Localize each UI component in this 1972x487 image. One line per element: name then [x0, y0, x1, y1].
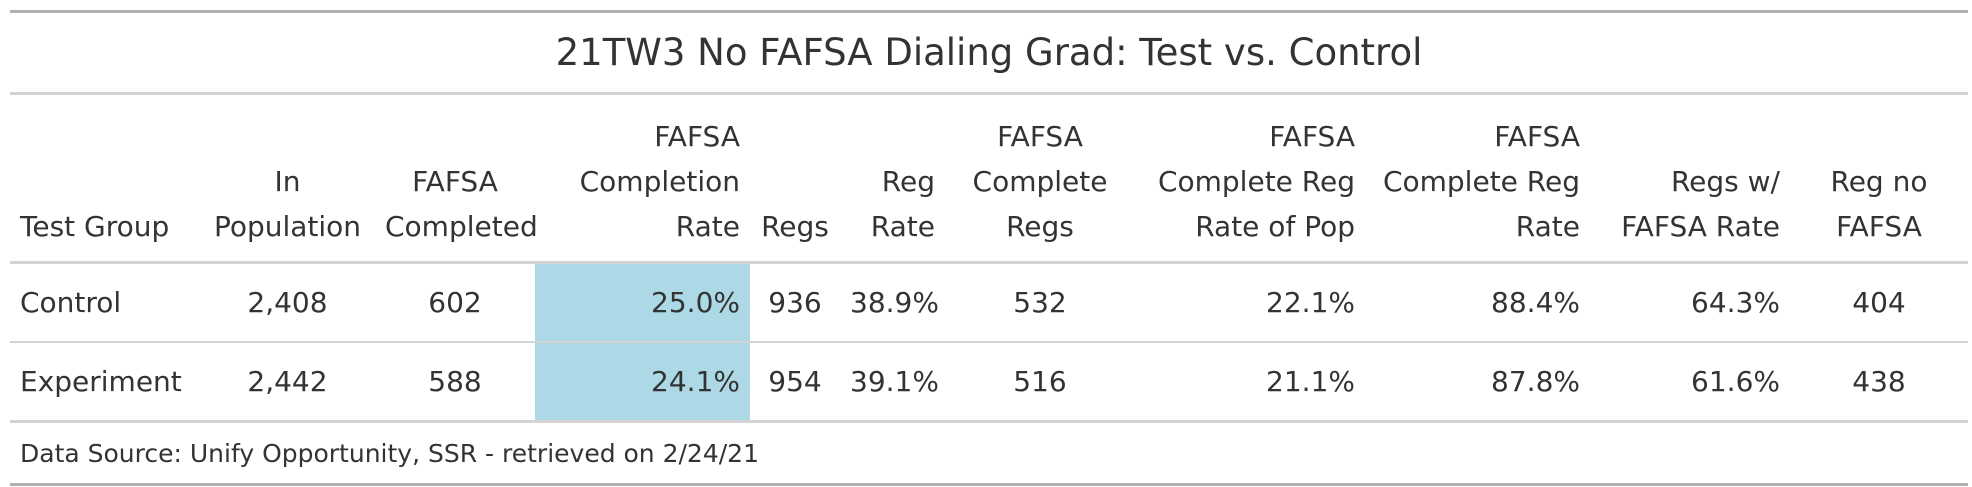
cell-reg-rate: 38.9% [840, 262, 945, 343]
report-table-container: 21TW3 No FAFSA Dialing Grad: Test vs. Co… [10, 10, 1968, 486]
cell-regs-with-fafsa-rate: 61.6% [1590, 342, 1790, 423]
col-header-reg-no-fafsa: Reg no FAFSA [1790, 93, 1968, 264]
table-row: Experiment 2,442 588 24.1% 954 39.1% 516… [10, 342, 1968, 423]
col-header-fafsa-completion-rate: FAFSA Completion Rate [535, 93, 750, 264]
cell-regs: 954 [750, 342, 840, 423]
source-note-row: Data Source: Unify Opportunity, SSR - re… [10, 421, 1968, 486]
cell-fafsa-complete-reg-rate: 88.4% [1365, 262, 1590, 343]
col-header-reg-rate: Reg Rate [840, 93, 945, 264]
cell-regs-with-fafsa-rate: 64.3% [1590, 262, 1790, 343]
cell-in-population: 2,408 [200, 262, 375, 343]
cell-regs: 936 [750, 262, 840, 343]
cell-in-population: 2,442 [200, 342, 375, 423]
cell-fafsa-complete-reg-rate-of-pop: 22.1% [1135, 262, 1365, 343]
table-title: 21TW3 No FAFSA Dialing Grad: Test vs. Co… [10, 10, 1968, 95]
col-header-regs: Regs [750, 93, 840, 264]
cell-fafsa-completion-rate: 24.1% [535, 342, 750, 423]
col-header-fafsa-completed: FAFSA Completed [375, 93, 538, 264]
col-header-in-population: In Population [200, 93, 375, 264]
col-header-test-group: Test Group [10, 93, 200, 264]
cell-fafsa-complete-reg-rate-of-pop: 21.1% [1135, 342, 1365, 423]
cell-fafsa-complete-regs: 516 [945, 342, 1135, 423]
col-header-regs-with-fafsa-rate: Regs w/ FAFSA Rate [1590, 93, 1790, 264]
cell-fafsa-complete-regs: 532 [945, 262, 1135, 343]
col-header-fafsa-complete-regs: FAFSA Complete Regs [945, 93, 1135, 264]
cell-reg-no-fafsa: 404 [1790, 262, 1968, 343]
cell-reg-rate: 39.1% [840, 342, 945, 423]
col-header-fafsa-complete-reg-rate-of-pop: FAFSA Complete Reg Rate of Pop [1135, 93, 1365, 264]
cell-fafsa-completed: 588 [375, 342, 535, 423]
cell-test-group: Control [10, 262, 200, 343]
cell-test-group: Experiment [10, 342, 200, 423]
source-note: Data Source: Unify Opportunity, SSR - re… [10, 421, 1968, 486]
table-row: Control 2,408 602 25.0% 936 38.9% 532 22… [10, 262, 1968, 343]
cell-reg-no-fafsa: 438 [1790, 342, 1968, 423]
cell-fafsa-complete-reg-rate: 87.8% [1365, 342, 1590, 423]
comparison-table: 21TW3 No FAFSA Dialing Grad: Test vs. Co… [10, 10, 1968, 486]
col-header-fafsa-complete-reg-rate: FAFSA Complete Reg Rate [1365, 93, 1590, 264]
cell-fafsa-completed: 602 [375, 262, 535, 343]
cell-fafsa-completion-rate: 25.0% [535, 262, 750, 343]
table-title-row: 21TW3 No FAFSA Dialing Grad: Test vs. Co… [10, 10, 1968, 95]
column-header-row: Test Group In Population FAFSA Completed… [10, 93, 1968, 264]
